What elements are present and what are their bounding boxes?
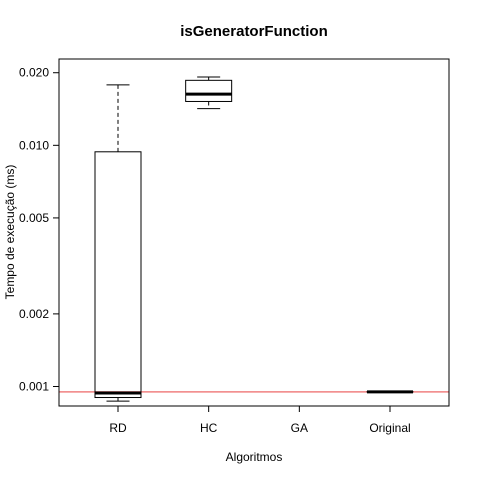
x-tick-label: GA bbox=[291, 421, 308, 435]
y-tick-label: 0.020 bbox=[19, 66, 49, 80]
y-tick-label: 0.010 bbox=[19, 138, 49, 152]
plot-area: 0.020 0.010 0.005 0.002 0.001 RD HC GA Original bbox=[19, 58, 450, 435]
y-axis-label: Tempo de execução (ms) bbox=[3, 165, 17, 300]
chart-title: isGeneratorFunction bbox=[180, 23, 328, 40]
x-tick-label: HC bbox=[200, 421, 218, 435]
y-tick-label: 0.005 bbox=[19, 211, 49, 225]
x-tick-label: Original bbox=[369, 421, 410, 435]
y-tick-label: 0.002 bbox=[19, 307, 49, 321]
x-tick-label: RD bbox=[109, 421, 127, 435]
x-axis-label: Algoritmos bbox=[226, 450, 283, 464]
box-hc bbox=[185, 79, 233, 102]
y-tick-label: 0.001 bbox=[19, 379, 49, 393]
plot-frame bbox=[58, 58, 450, 407]
box-rd bbox=[94, 151, 142, 399]
